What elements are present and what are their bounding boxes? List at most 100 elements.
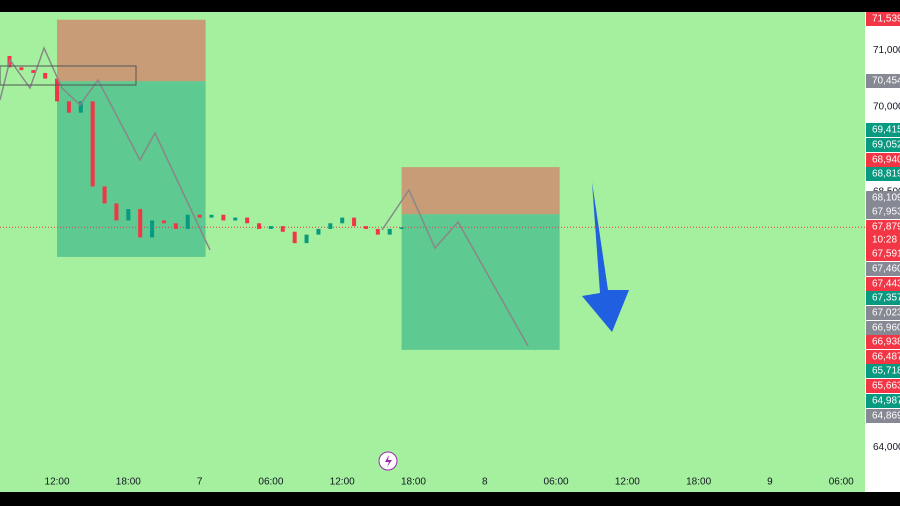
candle-body bbox=[292, 231, 297, 244]
candle-body bbox=[43, 72, 48, 79]
price-tag-label: 67,879 bbox=[872, 222, 900, 233]
y-tick-label: 70,000 bbox=[873, 102, 900, 113]
x-tick-label: 06:00 bbox=[258, 477, 283, 488]
price-tag-label: 67,591 bbox=[872, 249, 900, 260]
price-tag-box bbox=[866, 167, 900, 181]
candle-body bbox=[31, 70, 36, 73]
y-tick-label: 64,000 bbox=[873, 442, 900, 453]
price-tag: 67,879 10:28 bbox=[866, 220, 900, 247]
x-tick-label: 9 bbox=[767, 477, 773, 488]
price-tag: 67,443 bbox=[866, 277, 900, 291]
price-tag-box bbox=[866, 321, 900, 335]
candle-body bbox=[304, 234, 309, 244]
price-tag-box bbox=[866, 205, 900, 219]
candle-body bbox=[161, 220, 166, 224]
x-tick-label: 12:00 bbox=[330, 477, 355, 488]
price-tag: 65,718 bbox=[866, 364, 900, 378]
price-tag: 67,023 bbox=[866, 306, 900, 320]
price-tag-label: 70,454 bbox=[872, 76, 900, 87]
price-tag: 67,357 bbox=[866, 291, 900, 305]
price-tag-label: 66,960 bbox=[872, 323, 900, 334]
candle-body bbox=[138, 209, 143, 238]
plot-background bbox=[0, 12, 865, 492]
price-tag-box bbox=[866, 364, 900, 378]
price-tag-box bbox=[866, 191, 900, 205]
price-tag-label: 69,052 bbox=[872, 140, 900, 151]
price-tag-label: 67,460 bbox=[872, 264, 900, 275]
candle-body bbox=[387, 228, 392, 235]
price-tag-box bbox=[866, 379, 900, 393]
price-tag-label: 64,987 bbox=[872, 396, 900, 407]
price-tag: 69,415 bbox=[866, 123, 900, 137]
price-tag-label: 66,487 bbox=[872, 352, 900, 363]
price-tag-box bbox=[866, 277, 900, 291]
candle-body bbox=[126, 209, 131, 221]
candle-body bbox=[328, 223, 333, 229]
candle-body bbox=[185, 214, 190, 229]
price-tag-label: 64,869 bbox=[872, 411, 900, 422]
price-tag-label: 67,023 bbox=[872, 308, 900, 319]
candle-body bbox=[233, 217, 238, 221]
candle-body bbox=[316, 228, 321, 235]
price-tag: 66,487 bbox=[866, 350, 900, 364]
price-tag-box bbox=[866, 394, 900, 408]
candle-body bbox=[375, 228, 380, 235]
price-tag: 68,819 bbox=[866, 167, 900, 181]
stop-zone bbox=[57, 19, 206, 82]
price-tag-box bbox=[866, 291, 900, 305]
price-tag-label: 65,718 bbox=[872, 366, 900, 377]
price-tag-box bbox=[866, 138, 900, 152]
price-tag-label: 68,819 bbox=[872, 169, 900, 180]
candle-body bbox=[55, 78, 60, 102]
price-tag-box bbox=[866, 335, 900, 349]
price-tag-box bbox=[866, 409, 900, 423]
x-tick-label: 18:00 bbox=[686, 477, 711, 488]
price-tag-box bbox=[866, 262, 900, 276]
price-tag-label: 71,539 bbox=[872, 14, 900, 25]
price-tag-box bbox=[866, 220, 900, 247]
target-zone bbox=[401, 214, 560, 350]
y-tick-label: 71,000 bbox=[873, 45, 900, 56]
price-tag: 69,052 bbox=[866, 138, 900, 152]
candle-body bbox=[197, 214, 202, 218]
price-tag-label: 66,938 bbox=[872, 337, 900, 348]
candle-body bbox=[280, 226, 285, 232]
candle-body bbox=[245, 217, 250, 224]
price-tag: 67,460 bbox=[866, 262, 900, 276]
price-tag-label: 67,443 bbox=[872, 279, 900, 290]
price-tag: 66,960 bbox=[866, 321, 900, 335]
candle-body bbox=[363, 226, 368, 229]
x-tick-label: 7 bbox=[197, 477, 203, 488]
price-tag-box bbox=[866, 153, 900, 167]
price-tag: 65,663 bbox=[866, 379, 900, 393]
price-tag: 70,454 bbox=[866, 74, 900, 88]
price-tag: 64,869 bbox=[866, 409, 900, 423]
price-tag: 64,987 bbox=[866, 394, 900, 408]
price-tag: 68,109 bbox=[866, 191, 900, 205]
candle-body bbox=[102, 186, 107, 204]
candle-body bbox=[66, 101, 71, 113]
candle-body bbox=[221, 214, 226, 221]
candle-body bbox=[257, 223, 262, 229]
candle-body bbox=[90, 101, 95, 187]
candle-body bbox=[150, 220, 155, 238]
projection-path bbox=[381, 188, 529, 347]
price-tag-box bbox=[866, 123, 900, 137]
price-tag: 67,591 bbox=[866, 247, 900, 261]
candle-body bbox=[19, 67, 24, 71]
x-tick-label: 18:00 bbox=[401, 477, 426, 488]
price-tag-box bbox=[866, 350, 900, 364]
price-tag-countdown: 10:28 bbox=[872, 235, 897, 246]
price-tag-box bbox=[866, 306, 900, 320]
price-tag-box bbox=[866, 74, 900, 88]
candle-body bbox=[399, 227, 404, 229]
price-tag-box bbox=[866, 12, 900, 26]
price-tag: 68,940 bbox=[866, 153, 900, 167]
candle-body bbox=[340, 217, 345, 224]
candle-body bbox=[78, 101, 83, 113]
down-arrow bbox=[582, 182, 629, 332]
chart-layer: 12:00 18:00 7 06:00 12:00 18:00 8 06:00 12:00 18:… bbox=[0, 12, 900, 488]
candle-body bbox=[173, 223, 178, 229]
price-tag-label: 67,953 bbox=[872, 207, 900, 218]
